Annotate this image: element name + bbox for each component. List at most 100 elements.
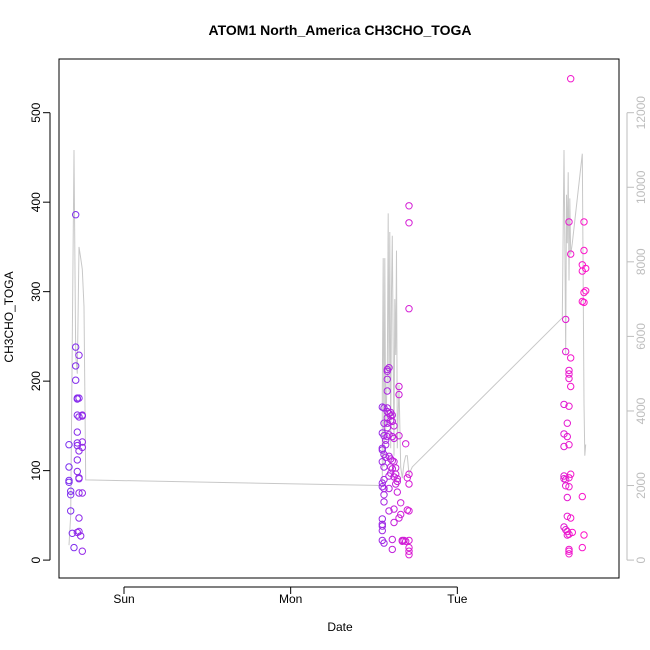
data-point — [562, 315, 570, 324]
data-point — [565, 547, 573, 555]
data-point — [405, 480, 413, 488]
data-point — [395, 382, 403, 391]
data-point — [380, 498, 388, 506]
data-point — [393, 475, 401, 483]
data-point — [565, 550, 573, 558]
chart-title: ATOM1 North_America CH3CHO_TOGA — [209, 22, 472, 38]
data-point — [72, 376, 80, 384]
data-point — [68, 529, 77, 537]
data-point — [78, 443, 87, 452]
data-point — [390, 505, 398, 513]
data-point — [565, 370, 573, 378]
data-point — [72, 343, 80, 351]
data-point — [405, 543, 413, 552]
data-point — [565, 441, 573, 449]
data-point — [567, 514, 575, 522]
x-tick-label: Mon — [279, 592, 302, 606]
data-point — [567, 75, 575, 83]
data-point — [73, 528, 82, 537]
data-point — [73, 441, 82, 450]
data-point — [378, 483, 386, 491]
data-point — [385, 484, 393, 493]
data-point — [395, 514, 403, 522]
data-point — [390, 422, 398, 430]
data-point — [392, 470, 400, 478]
data-point — [405, 202, 413, 210]
data-point — [580, 531, 588, 539]
data-point — [562, 347, 570, 356]
data-point — [380, 475, 388, 484]
data-point — [380, 432, 388, 440]
data-point — [393, 477, 401, 486]
data-point — [78, 438, 87, 446]
data-point — [67, 507, 75, 515]
data-point — [78, 489, 87, 497]
data-point — [395, 432, 403, 440]
data-point — [73, 456, 82, 464]
data-point — [565, 474, 573, 482]
data-point — [383, 367, 391, 375]
x-axis-title: Date — [327, 620, 353, 634]
data-point — [405, 547, 413, 555]
data-point — [405, 536, 413, 545]
data-point — [565, 402, 573, 410]
data-point — [560, 442, 568, 451]
data-point — [67, 491, 75, 499]
data-point — [380, 491, 388, 499]
data-point — [70, 543, 78, 552]
data-point — [395, 390, 403, 399]
data-point — [383, 424, 391, 432]
plot-box — [58, 58, 620, 579]
y-tick-label: 200 — [29, 371, 43, 391]
data-point — [382, 441, 390, 449]
right-y-tick-label: 0 — [634, 556, 648, 563]
data-point — [562, 482, 570, 490]
right-axis-series-line — [68, 149, 587, 546]
y-tick-label: 300 — [29, 281, 43, 301]
data-point — [567, 250, 575, 258]
data-point — [565, 374, 573, 383]
data-point — [567, 354, 575, 362]
data-point — [563, 419, 571, 427]
data-point — [65, 463, 73, 471]
x-tick-label: Sun — [113, 592, 134, 606]
data-point — [563, 432, 571, 441]
data-point — [397, 510, 405, 519]
data-point — [72, 211, 80, 219]
data-point — [378, 446, 386, 454]
data-point — [75, 475, 83, 483]
data-point — [580, 246, 588, 255]
data-point — [378, 526, 386, 535]
data-point — [385, 507, 393, 515]
x-tick-label: Tue — [447, 592, 468, 606]
data-point — [75, 351, 83, 359]
data-point — [378, 522, 386, 530]
data-point — [78, 412, 87, 420]
data-point — [402, 440, 410, 448]
data-point — [78, 547, 87, 555]
data-point — [73, 411, 82, 419]
data-point — [380, 539, 388, 547]
data-point — [387, 412, 395, 420]
data-point — [578, 492, 586, 501]
data-point — [67, 487, 75, 495]
data-point — [405, 470, 413, 478]
data-point — [565, 366, 573, 375]
data-point — [73, 467, 82, 476]
data-point — [388, 417, 396, 426]
data-point — [563, 493, 571, 502]
data-point — [75, 514, 83, 522]
data-point — [563, 512, 571, 520]
data-point — [393, 488, 401, 496]
data-point — [390, 518, 398, 527]
data-point — [388, 535, 396, 544]
data-point — [402, 537, 410, 545]
y-axis-title: CH3CHO_TOGA — [2, 271, 16, 362]
data-point — [405, 551, 413, 559]
data-point — [72, 362, 80, 370]
right-y-tick-label: 10000 — [634, 170, 648, 204]
data-point — [580, 288, 588, 297]
right-y-tick-label: 2000 — [634, 472, 648, 499]
data-point — [65, 441, 73, 449]
